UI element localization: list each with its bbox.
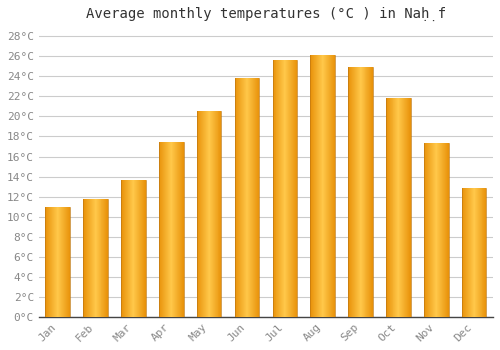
Title: Average monthly temperatures (°C ) in Naḥ̣f: Average monthly temperatures (°C ) in Na… xyxy=(86,7,446,21)
